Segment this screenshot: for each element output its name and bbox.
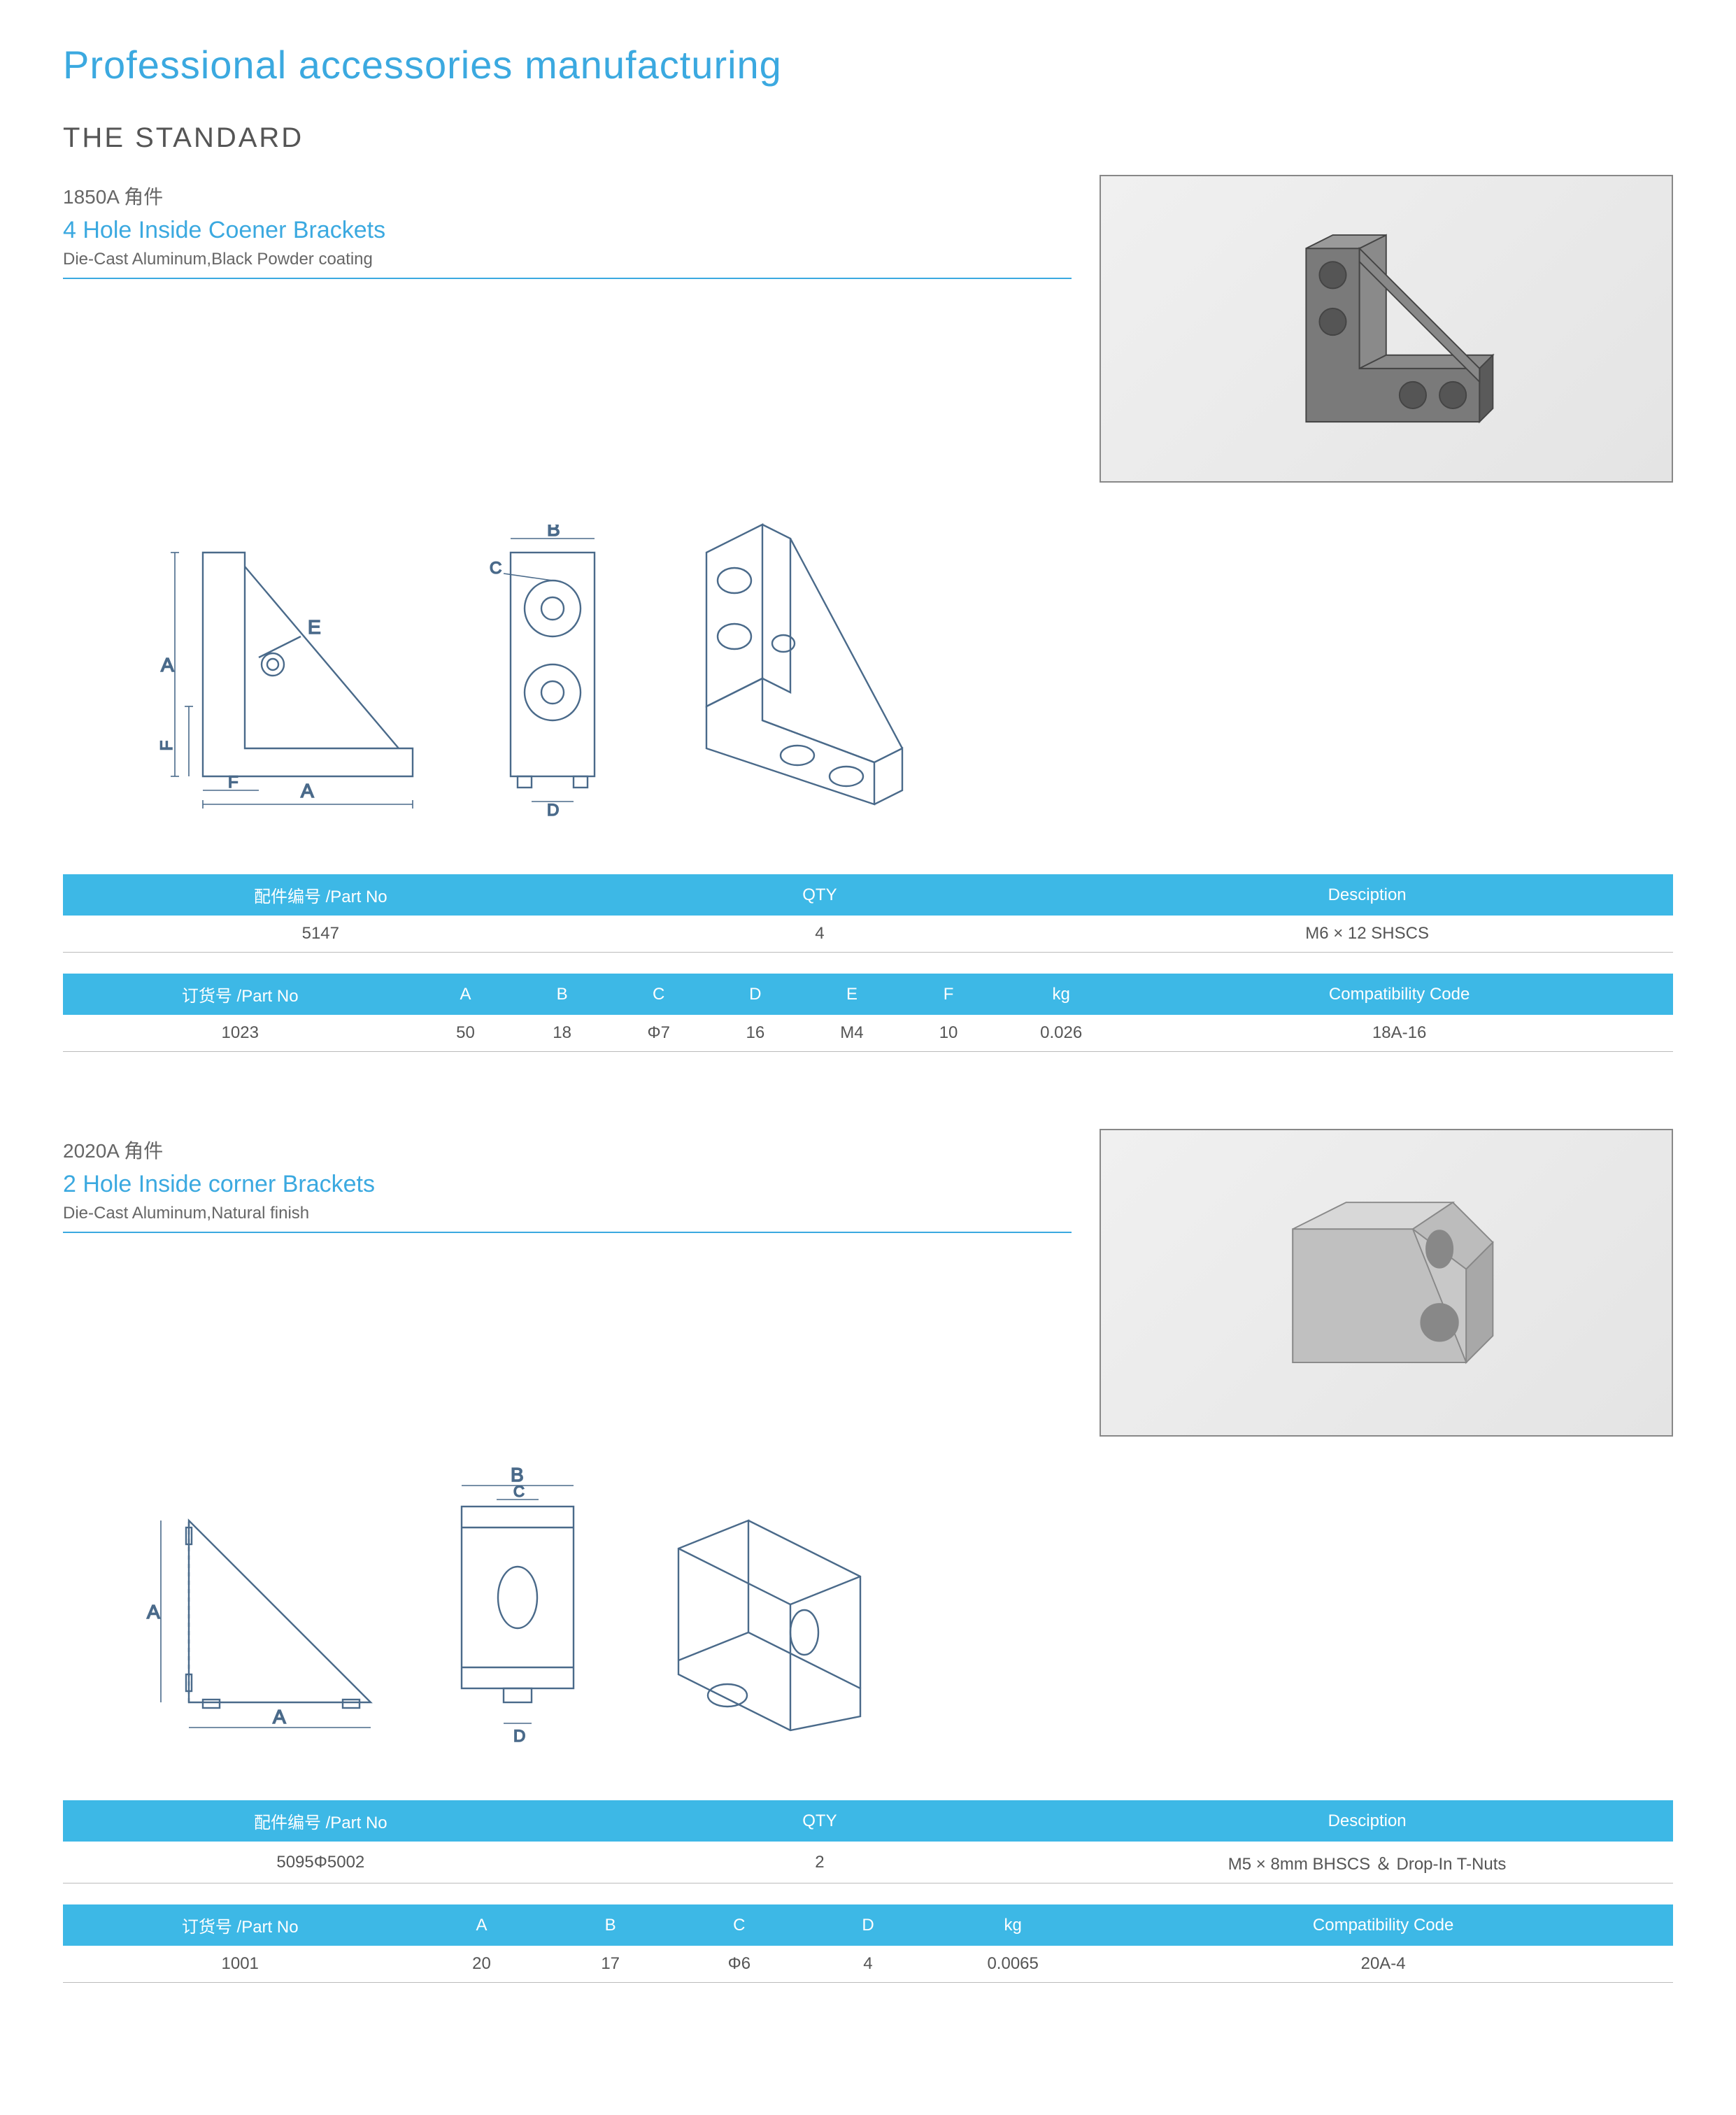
product-code: 2020A 角件 <box>63 1136 1072 1164</box>
dim-label: A <box>273 1706 286 1728</box>
dim-label: A <box>147 1601 160 1623</box>
dim-label: C <box>513 1483 525 1500</box>
drawing-front-view: B C D <box>427 1465 609 1744</box>
cell: M4 <box>804 1015 900 1052</box>
drawing-side-view: A A F F E <box>133 525 441 818</box>
th: A <box>417 1904 546 1946</box>
spec-table: 订货号 /Part No A B C D E F kg Compatibilit… <box>63 974 1673 1052</box>
cell: 5095Φ5002 <box>63 1842 578 1883</box>
product-block-1: 1850A 角件 4 Hole Inside Coener Brackets D… <box>63 182 1673 1052</box>
cell: 10 <box>900 1015 997 1052</box>
cell: 1023 <box>63 1015 417 1052</box>
technical-drawings: A A B C D <box>133 1465 1673 1744</box>
drawing-front-view: B D C <box>483 525 622 818</box>
cell: 18 <box>514 1015 611 1052</box>
cell: 0.026 <box>997 1015 1125 1052</box>
th: C <box>675 1904 804 1946</box>
product-block-2: 2020A 角件 2 Hole Inside corner Brackets D… <box>63 1136 1673 1983</box>
th-qty: QTY <box>578 874 1062 916</box>
product-photo <box>1100 1129 1673 1437</box>
th: kg <box>997 974 1125 1015</box>
dim-label: E <box>308 616 321 638</box>
drawing-side-view: A A <box>133 1493 385 1744</box>
th: 订货号 /Part No <box>63 1904 417 1946</box>
dim-label: B <box>547 525 560 540</box>
dim-label: F <box>228 773 239 792</box>
dim-label: D <box>513 1727 525 1744</box>
th-partno: 配件编号 /Part No <box>63 874 578 916</box>
page-title: Professional accessories manufacturing <box>63 42 1673 87</box>
cell: 18A-16 <box>1125 1015 1673 1052</box>
cell: 4 <box>804 1946 932 1983</box>
dim-label: A <box>301 780 314 802</box>
accessory-table: 配件编号 /Part No QTY Desciption 5147 4 M6 ×… <box>63 874 1673 953</box>
product-code: 1850A 角件 <box>63 182 1072 210</box>
cell: M5 × 8mm BHSCS ＆ Drop-In T-Nuts <box>1061 1842 1673 1883</box>
drawing-iso-view <box>664 511 930 818</box>
section-title: THE STANDARD <box>63 122 1673 154</box>
bracket-photo-icon <box>1215 222 1558 435</box>
cell: 5147 <box>63 916 578 953</box>
th: D <box>804 1904 932 1946</box>
table-row: 5147 4 M6 × 12 SHSCS <box>63 916 1673 953</box>
product-desc: Die-Cast Aluminum,Black Powder coating <box>63 250 1072 269</box>
product-name: 2 Hole Inside corner Brackets <box>63 1171 1072 1198</box>
cell: Φ7 <box>611 1015 707 1052</box>
table-row: 1023 50 18 Φ7 16 M4 10 0.026 18A-16 <box>63 1015 1673 1052</box>
drawing-iso-view <box>650 1493 902 1744</box>
cell: Φ6 <box>675 1946 804 1983</box>
th: E <box>804 974 900 1015</box>
cell: 4 <box>578 916 1062 953</box>
cell: 50 <box>417 1015 513 1052</box>
th: B <box>514 974 611 1015</box>
cell: 16 <box>707 1015 804 1052</box>
dim-label: D <box>547 801 559 818</box>
product-name: 4 Hole Inside Coener Brackets <box>63 217 1072 244</box>
dim-label: C <box>490 559 501 578</box>
cell: M6 × 12 SHSCS <box>1061 916 1673 953</box>
dim-label: A <box>161 654 174 676</box>
th: kg <box>932 1904 1093 1946</box>
product-photo <box>1100 175 1673 483</box>
table-row: 5095Φ5002 2 M5 × 8mm BHSCS ＆ Drop-In T-N… <box>63 1842 1673 1883</box>
cell: 17 <box>546 1946 675 1983</box>
th-partno: 配件编号 /Part No <box>63 1800 578 1842</box>
spec-table: 订货号 /Part No A B C D kg Compatibility Co… <box>63 1904 1673 1983</box>
dim-label: F <box>157 741 176 751</box>
th-qty: QTY <box>578 1800 1062 1842</box>
cell: 0.0065 <box>932 1946 1093 1983</box>
product-desc: Die-Cast Aluminum,Natural finish <box>63 1204 1072 1223</box>
th: B <box>546 1904 675 1946</box>
cell: 2 <box>578 1842 1062 1883</box>
th: F <box>900 974 997 1015</box>
th: A <box>417 974 513 1015</box>
th: D <box>707 974 804 1015</box>
th: Compatibility Code <box>1093 1904 1673 1946</box>
table-row: 1001 20 17 Φ6 4 0.0065 20A-4 <box>63 1946 1673 1983</box>
th: Compatibility Code <box>1125 974 1673 1015</box>
header-divider <box>63 1232 1072 1233</box>
header-divider <box>63 278 1072 279</box>
th: C <box>611 974 707 1015</box>
cell: 20 <box>417 1946 546 1983</box>
th-desc: Desciption <box>1061 1800 1673 1842</box>
cell: 20A-4 <box>1093 1946 1673 1983</box>
th-desc: Desciption <box>1061 874 1673 916</box>
bracket-photo-icon <box>1215 1176 1558 1389</box>
th: 订货号 /Part No <box>63 974 417 1015</box>
cell: 1001 <box>63 1946 417 1983</box>
technical-drawings: A A F F E B D C <box>133 511 1673 818</box>
accessory-table: 配件编号 /Part No QTY Desciption 5095Φ5002 2… <box>63 1800 1673 1883</box>
